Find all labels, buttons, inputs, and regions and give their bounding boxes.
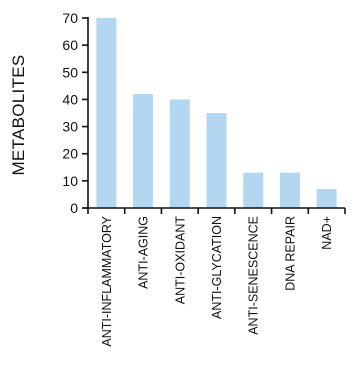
y-tick-label: 60 bbox=[62, 37, 78, 53]
bars bbox=[96, 18, 337, 208]
y-tick-label: 30 bbox=[62, 119, 78, 135]
y-tick-label: 40 bbox=[62, 91, 78, 107]
y-tick-label: 70 bbox=[62, 10, 78, 26]
bar bbox=[206, 113, 227, 208]
bar bbox=[169, 99, 190, 208]
bar bbox=[96, 18, 117, 208]
x-tick-label: ANTI-AGING bbox=[137, 216, 151, 289]
x-tick-label: DNA REPAIR bbox=[283, 216, 297, 291]
y-tick-label: 10 bbox=[62, 173, 78, 189]
x-tick-label: ANTI-GLYCATION bbox=[210, 216, 224, 319]
bar bbox=[316, 189, 337, 208]
y-tick-label: 0 bbox=[70, 200, 78, 216]
y-axis: 0 10 20 30 40 50 60 70 bbox=[62, 10, 89, 216]
x-tick-label: ANTI-OXIDANT bbox=[173, 216, 187, 305]
x-axis: ANTI-INFLAMMATORY ANTI-AGING ANTI-OXIDANT A… bbox=[84, 207, 346, 347]
bar bbox=[279, 172, 300, 208]
x-tick-label: ANTI-SENESCENCE bbox=[247, 216, 261, 335]
y-tick-label: 20 bbox=[62, 146, 78, 162]
y-tick-label: 50 bbox=[62, 64, 78, 80]
y-axis-label: METABOLITES bbox=[9, 54, 28, 175]
x-tick-label: NAD+ bbox=[320, 216, 334, 250]
bar bbox=[243, 172, 264, 208]
x-tick-label: ANTI-INFLAMMATORY bbox=[100, 215, 114, 346]
bar bbox=[133, 94, 154, 208]
